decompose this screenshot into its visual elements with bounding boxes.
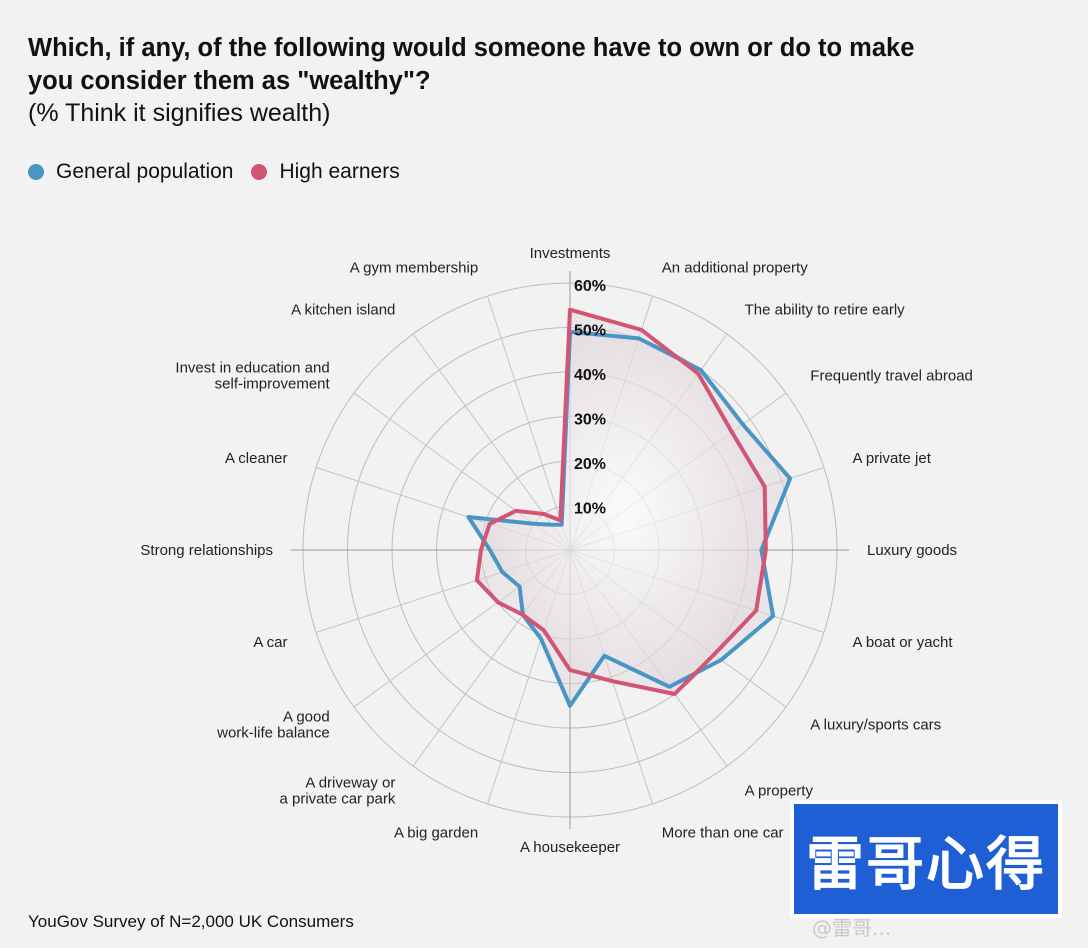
legend: General population High earners — [28, 160, 418, 184]
radar-fill — [468, 309, 791, 706]
chart-title: Which, if any, of the following would so… — [28, 34, 915, 95]
legend-label-high-earners: High earners — [279, 160, 400, 183]
tick-label-30: 30% — [574, 412, 606, 429]
tick-label-60: 60% — [574, 278, 606, 295]
category-label: A kitchen island — [291, 302, 395, 319]
legend-item-high-earners: High earners — [251, 160, 400, 184]
category-label: A property — [745, 782, 814, 799]
chart-subtitle: (% Think it signifies wealth) — [28, 99, 331, 127]
category-label: Luxury goods — [867, 542, 957, 559]
tick-label-40: 40% — [574, 367, 606, 384]
tick-label-50: 50% — [574, 323, 606, 340]
category-label: A gym membership — [350, 260, 478, 277]
category-label: A car — [253, 634, 287, 651]
category-label: A luxury/sports cars — [810, 717, 941, 734]
category-label: A cleaner — [225, 450, 288, 467]
category-label: A housekeeper — [520, 839, 620, 856]
category-label: An additional property — [662, 260, 808, 277]
radar-tick-labels: 10% 20% 30% 40% 50% 60% — [574, 278, 606, 518]
watermark-badge: 雷哥心得 — [790, 800, 1062, 918]
category-label: Investments — [530, 245, 611, 262]
category-label: A good work-life balance — [216, 709, 330, 742]
category-label: Invest in education and self-improvement — [175, 359, 330, 392]
legend-dot-high-earners-icon — [251, 164, 268, 180]
category-label: A boat or yacht — [853, 634, 954, 651]
tick-label-10: 10% — [574, 501, 606, 518]
radar-series — [466, 307, 793, 708]
legend-label-general-population: General population — [56, 160, 234, 183]
category-label: A driveway or a private car park — [280, 774, 396, 807]
category-label: A private jet — [853, 450, 932, 467]
radar-category-labels: Investments An additional property The abi… — [140, 245, 972, 856]
category-label: The ability to retire early — [745, 302, 906, 319]
legend-dot-general-population-icon — [28, 164, 44, 180]
grid-spoke — [487, 295, 571, 551]
source-footnote: YouGov Survey of N=2,000 UK Consumers — [28, 912, 354, 931]
series-line-general-population — [466, 329, 793, 708]
tick-label-20: 20% — [574, 456, 606, 473]
category-label: Frequently travel abroad — [810, 367, 973, 384]
category-label: Strong relationships — [140, 542, 273, 559]
category-label: A big garden — [394, 825, 478, 842]
legend-item-general-population: General population — [28, 160, 233, 184]
series-line-high-earners — [474, 307, 768, 696]
series-area-high-earners — [476, 309, 766, 694]
watermark-text: @雷哥... — [812, 916, 892, 940]
category-label: More than one car — [662, 825, 784, 842]
